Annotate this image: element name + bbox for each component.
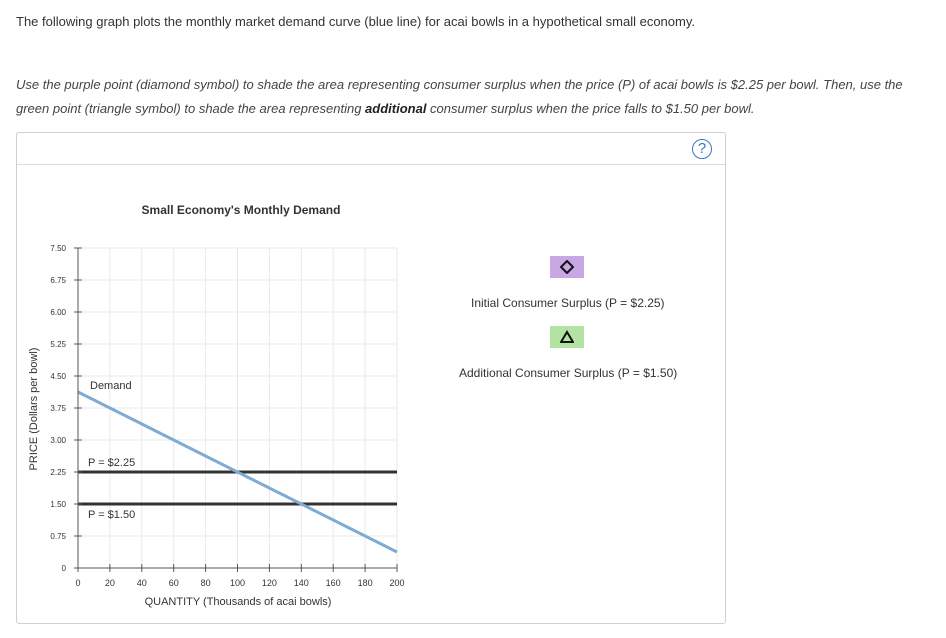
y-tick-label: 6.00 xyxy=(50,308,66,317)
x-tick-label: 60 xyxy=(169,578,179,588)
price-line-label: P = $2.25 xyxy=(88,457,135,469)
x-tick-label: 40 xyxy=(137,578,147,588)
diamond-icon xyxy=(560,260,574,274)
x-tick-label: 100 xyxy=(230,578,245,588)
chart-series xyxy=(77,390,398,554)
price-line-label: P = $1.50 xyxy=(88,509,135,521)
initial-surplus-label: Initial Consumer Surplus (P = $2.25) xyxy=(471,296,665,310)
chart-annotations: P = $2.25 P = $1.50 Demand xyxy=(88,380,135,521)
initial-surplus-tool[interactable] xyxy=(550,256,584,278)
y-tick-label: 2.25 xyxy=(50,468,66,477)
y-tick-label: 7.50 xyxy=(50,244,66,253)
x-tick-label: 200 xyxy=(389,578,404,588)
intro-text: The following graph plots the monthly ma… xyxy=(16,14,695,29)
additional-surplus-label: Additional Consumer Surplus (P = $1.50) xyxy=(459,366,678,380)
y-tick-label: 1.50 xyxy=(50,500,66,509)
x-tick-label: 140 xyxy=(294,578,309,588)
triangle-icon xyxy=(560,330,574,343)
x-tick-label: 0 xyxy=(75,578,80,588)
instructions-emphasis: additional xyxy=(365,101,427,116)
x-tick-label: 160 xyxy=(326,578,341,588)
help-button[interactable]: ? xyxy=(692,139,712,159)
y-tick-label: 0.75 xyxy=(50,532,66,541)
y-tick-label: 6.75 xyxy=(50,276,66,285)
y-tick-label: 0 xyxy=(62,564,67,573)
panel-toolbar: ? xyxy=(17,133,725,165)
y-tick-label: 3.75 xyxy=(50,404,66,413)
chart-ticks: 0 20 40 60 80 100 120 140 160 180 200 0 0.75 1.50 2.25… xyxy=(50,244,404,588)
graph-panel: ? Small Economy's Monthly Demand 0 20 40 60… xyxy=(16,132,726,624)
instructions-part2: consumer surplus when the price falls to… xyxy=(426,101,755,116)
chart-title: Small Economy's Monthly Demand xyxy=(142,203,341,217)
instructions-part1: Use the purple point (diamond symbol) to… xyxy=(16,77,903,116)
demand-chart: Small Economy's Monthly Demand 0 20 40 60 80… xyxy=(28,203,405,608)
demand-label: Demand xyxy=(90,380,132,392)
y-tick-label: 3.00 xyxy=(50,436,66,445)
x-tick-label: 180 xyxy=(358,578,373,588)
instructions-text: Use the purple point (diamond symbol) to… xyxy=(16,73,936,121)
y-tick-label: 4.50 xyxy=(50,372,66,381)
y-axis-label: PRICE (Dollars per bowl) xyxy=(28,348,40,471)
x-tick-label: 20 xyxy=(105,578,115,588)
demand-line xyxy=(77,390,398,554)
x-tick-label: 120 xyxy=(262,578,277,588)
additional-surplus-tool[interactable] xyxy=(550,326,584,348)
x-axis-label: QUANTITY (Thousands of acai bowls) xyxy=(145,596,332,608)
y-tick-label: 5.25 xyxy=(50,340,66,349)
x-tick-label: 80 xyxy=(201,578,211,588)
